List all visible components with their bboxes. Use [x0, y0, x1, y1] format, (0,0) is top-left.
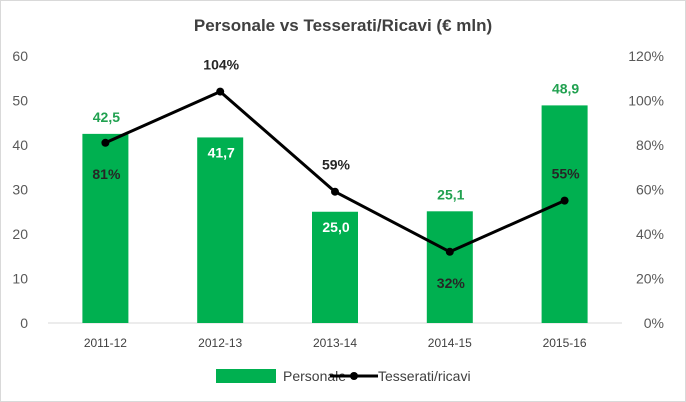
left-tick-label: 0: [20, 315, 28, 331]
bar: [197, 137, 244, 323]
bar-data-label: 48,9: [552, 80, 579, 96]
bar: [312, 211, 358, 323]
legend-label-tesserati: Tesserati/ricavi: [378, 368, 471, 384]
x-tick-label: 2011-12: [84, 336, 127, 350]
bar-data-label: 42,5: [93, 109, 120, 125]
right-tick-label: 60%: [636, 182, 664, 198]
right-axis-ticks: 0% 20% 40% 60% 80% 100% 120%: [628, 48, 664, 331]
chart-title: Personale vs Tesserati/Ricavi (€ mln): [194, 16, 492, 35]
legend-label-personale: Personale: [283, 368, 346, 384]
x-axis-ticks: 2011-12 2012-13 2013-14 2014-15 2015-16: [84, 336, 587, 350]
line-data-label: 81%: [92, 166, 121, 182]
right-tick-label: 100%: [628, 93, 664, 109]
line-point: [331, 187, 339, 196]
line-data-label: 32%: [437, 275, 466, 291]
bar-data-label: 41,7: [208, 144, 235, 160]
line-data-label: 104%: [203, 57, 239, 73]
right-tick-label: 0%: [644, 315, 664, 331]
line-point: [445, 247, 454, 256]
right-tick-label: 120%: [628, 48, 664, 64]
left-tick-label: 60: [12, 48, 28, 64]
right-tick-label: 40%: [636, 226, 664, 242]
x-tick-label: 2012-13: [198, 336, 242, 350]
line-data-label: 59%: [322, 157, 351, 173]
left-tick-label: 40: [12, 137, 28, 153]
line-point: [560, 196, 569, 205]
x-tick-label: 2014-15: [428, 336, 472, 350]
left-tick-label: 30: [12, 182, 28, 198]
x-tick-label: 2015-16: [543, 336, 587, 350]
line-data-label: 55%: [552, 166, 581, 182]
left-tick-label: 50: [12, 93, 28, 109]
x-tick-label: 2013-14: [313, 336, 357, 350]
legend-marker-tesserati: [350, 372, 358, 380]
legend: Personale Tesserati/ricavi: [216, 368, 471, 384]
line-series: [101, 87, 569, 256]
line-point: [101, 138, 110, 147]
bar: [541, 105, 588, 324]
bar: [426, 211, 473, 323]
bar-series: [82, 105, 588, 324]
line-point: [216, 87, 225, 96]
right-tick-label: 80%: [636, 137, 664, 153]
bar-data-label: 25,0: [322, 219, 349, 235]
legend-swatch-personale: [216, 369, 276, 383]
left-tick-label: 10: [12, 271, 28, 287]
left-axis-ticks: 0 10 20 30 40 50 60: [12, 48, 28, 331]
bar: [82, 133, 129, 323]
bar-labels: 42,5 41,7 25,0 25,1 48,9: [93, 80, 580, 234]
right-tick-label: 20%: [636, 271, 664, 287]
left-tick-label: 20: [12, 226, 28, 242]
line-labels: 81% 104% 59% 32% 55%: [92, 57, 580, 291]
bar-data-label: 25,1: [437, 186, 464, 202]
